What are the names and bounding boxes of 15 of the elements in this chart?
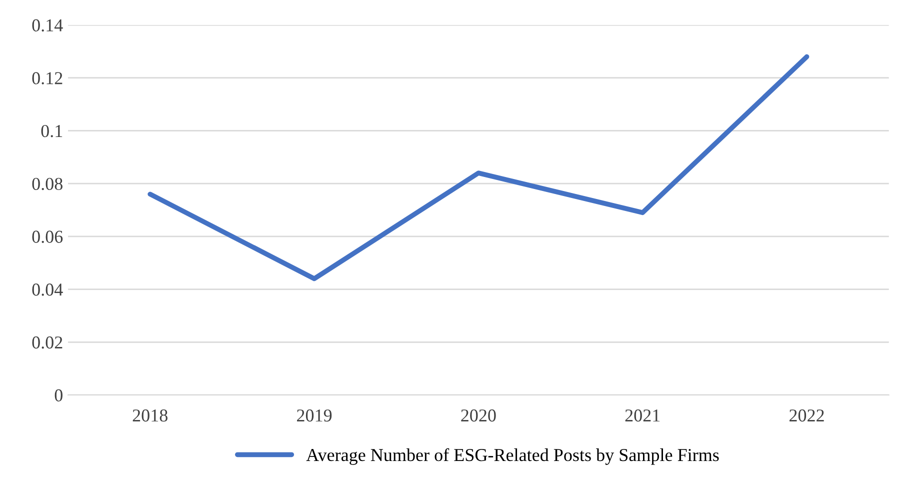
y-tick-label: 0.12 [32, 72, 62, 84]
x-tick-label: 2021 [625, 409, 660, 422]
legend-label: Average Number of ESG-Related Posts by Sample Firms [306, 448, 719, 465]
y-tick-label: 0.1 [41, 124, 62, 138]
y-tick-label: 0.02 [32, 336, 62, 349]
y-tick-label: 0.06 [32, 230, 63, 243]
y-tick-label: 0.04 [32, 284, 63, 296]
x-tick-label: 2018 [132, 409, 168, 422]
y-tick-label: 0.08 [32, 178, 62, 190]
line-series [148, 54, 810, 282]
y-tick-label: 0.14 [32, 19, 63, 32]
x-tick-label: 2022 [790, 409, 824, 422]
y-tick-label: 0 [54, 389, 62, 402]
x-tick-label: 2020 [461, 409, 496, 422]
x-tick-label: 2019 [297, 409, 332, 422]
